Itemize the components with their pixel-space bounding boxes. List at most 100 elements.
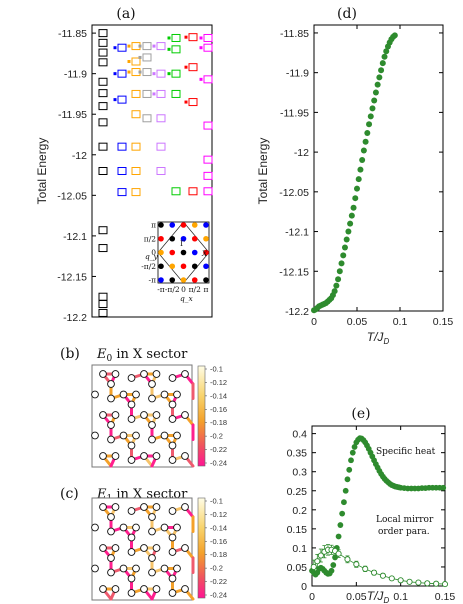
inset-dot (191, 263, 198, 270)
energy-level-open (142, 53, 152, 62)
panel-b-label: (b) (60, 346, 80, 362)
ytick-label: -11.95 (280, 107, 309, 119)
inset-xtick-label: π (204, 285, 209, 294)
specific-heat-point (337, 522, 344, 528)
energy-level-filled (127, 70, 131, 74)
colorbar-tick-label: -0.12 (210, 510, 227, 519)
lattice-site (107, 554, 115, 562)
ytick-label: -11.85 (280, 28, 309, 40)
energy-point (367, 113, 374, 120)
lattice-site (127, 400, 136, 409)
energy-point (362, 138, 369, 145)
colorbar-tick-label: -0.18 (210, 418, 227, 427)
lattice-site (181, 452, 189, 460)
specific-heat-point (344, 476, 351, 483)
energy-level-open (117, 95, 127, 104)
lattice-site (148, 527, 156, 536)
energy-level-open (203, 75, 213, 84)
inset-dot (180, 235, 187, 242)
xtick-label: 0.15 (433, 316, 454, 328)
lattice-site (107, 380, 115, 388)
order-param-point (379, 572, 386, 579)
colorbar-tick-label: -0.16 (210, 405, 227, 414)
energy-point (391, 32, 398, 39)
energy-level-filled (127, 60, 131, 63)
specific-heat-point (342, 487, 349, 494)
inset-x-label: X (201, 249, 208, 258)
order-param-point (424, 580, 431, 587)
lattice-site (168, 441, 177, 450)
lattice-site (152, 585, 161, 593)
lattice-site (181, 544, 189, 552)
lattice-site (111, 544, 120, 552)
energy-level-open (156, 167, 166, 175)
order-param-point (317, 552, 324, 559)
specific-heat-point (351, 444, 358, 450)
lattice-site (168, 507, 177, 515)
order-param-point (415, 579, 422, 586)
energy-level-open (203, 121, 213, 130)
lattice-site (160, 564, 169, 573)
order-param-point (441, 581, 449, 588)
inset-xtick-label: 0 (181, 285, 186, 294)
panel-a-ytick-label: -11.85 (58, 28, 87, 40)
order-param-point (314, 558, 321, 565)
lattice-site (152, 452, 161, 460)
energy-point (348, 212, 355, 219)
energy-point (350, 204, 357, 211)
lattice-site (140, 503, 148, 511)
ytick-label: 0.3 (292, 467, 307, 479)
lattice-site (91, 564, 99, 573)
inset-ytick-label: 0 (151, 248, 156, 257)
lattice-site (99, 503, 107, 511)
energy-level-open (142, 89, 152, 98)
ytick-label: -12.05 (279, 187, 309, 199)
energy-level-open (156, 89, 166, 98)
energy-level-filled (113, 98, 117, 102)
order-param-point (335, 550, 342, 557)
panel-b: (b) E0 in X sector -0.1-0.12-0.14-0.16-0… (60, 346, 227, 468)
order-param-point (397, 577, 404, 584)
colorbar-tick-label: -0.14 (210, 391, 227, 400)
energy-level-open (188, 98, 198, 107)
order-param-point (388, 575, 395, 582)
lattice-site (107, 435, 115, 444)
specific-heat-point (346, 466, 353, 473)
energy-level-open (98, 102, 108, 111)
inset-dot (203, 249, 209, 256)
lattice-site (148, 554, 156, 562)
energy-point (374, 81, 381, 88)
annotation-local-mirror: Local mirror (376, 515, 434, 525)
panel-d-label: (d) (337, 6, 357, 22)
energy-level-open (171, 69, 181, 78)
energy-point (366, 121, 373, 128)
lattice-site (181, 411, 189, 419)
lattice-site (111, 452, 120, 460)
specific-heat-point (339, 510, 346, 517)
panel-a-ytick-label: -12.2 (63, 312, 87, 324)
energy-level-open (98, 308, 108, 317)
inset-dot (169, 222, 176, 228)
lattice-site (111, 585, 120, 593)
xtick-label: 0 (309, 591, 315, 603)
order-param-point (310, 563, 317, 571)
energy-level-filled (184, 65, 188, 69)
energy-level-open (156, 114, 166, 123)
panel-b-colorbar (197, 365, 206, 467)
energy-level-open (98, 38, 108, 47)
inset-dot (203, 222, 209, 228)
order-param-point (362, 565, 369, 572)
energy-level-open (142, 68, 152, 77)
energy-point (354, 185, 360, 192)
energy-point (379, 60, 386, 67)
ytick-label: 0.05 (287, 562, 308, 574)
lattice-site (140, 544, 148, 552)
panel-d-ylabel: Total Energy (256, 138, 270, 205)
energy-level-open (156, 142, 166, 151)
energy-level-open (98, 300, 108, 309)
inset-dot (158, 277, 164, 283)
lattice-site (127, 574, 136, 583)
energy-level-filled (152, 44, 156, 48)
specific-heat-point (440, 484, 447, 491)
inset-dot (158, 249, 164, 256)
